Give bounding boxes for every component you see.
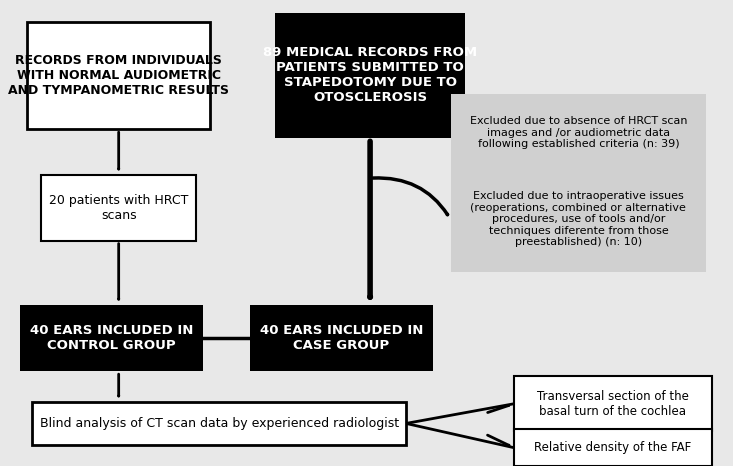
- Text: Transversal section of the
basal turn of the cochlea: Transversal section of the basal turn of…: [537, 390, 689, 418]
- Text: Relative density of the FAF: Relative density of the FAF: [534, 441, 691, 454]
- Text: 40 EARS INCLUDED IN
CASE GROUP: 40 EARS INCLUDED IN CASE GROUP: [259, 324, 423, 352]
- Text: Excluded due to intraoperative issues
(reoperations, combined or alternative
pro: Excluded due to intraoperative issues (r…: [471, 191, 686, 247]
- FancyBboxPatch shape: [250, 305, 433, 371]
- FancyBboxPatch shape: [275, 13, 465, 138]
- FancyBboxPatch shape: [27, 22, 210, 129]
- Text: 89 MEDICAL RECORDS FROM
PATIENTS SUBMITTED TO
STAPEDOTOMY DUE TO
OTOSCLEROSIS: 89 MEDICAL RECORDS FROM PATIENTS SUBMITT…: [263, 47, 477, 104]
- FancyBboxPatch shape: [451, 167, 706, 272]
- FancyBboxPatch shape: [20, 305, 203, 371]
- FancyBboxPatch shape: [514, 377, 712, 431]
- Text: Excluded due to absence of HRCT scan
images and /or audiometric data
following e: Excluded due to absence of HRCT scan ima…: [470, 116, 687, 149]
- Text: 40 EARS INCLUDED IN
CONTROL GROUP: 40 EARS INCLUDED IN CONTROL GROUP: [30, 324, 194, 352]
- FancyBboxPatch shape: [514, 429, 712, 466]
- FancyBboxPatch shape: [32, 402, 406, 445]
- Text: RECORDS FROM INDIVIDUALS
WITH NORMAL AUDIOMETRIC
AND TYMPANOMETRIC RESULTS: RECORDS FROM INDIVIDUALS WITH NORMAL AUD…: [8, 54, 229, 97]
- FancyBboxPatch shape: [451, 94, 706, 171]
- Text: 20 patients with HRCT
scans: 20 patients with HRCT scans: [49, 194, 188, 222]
- Text: Blind analysis of CT scan data by experienced radiologist: Blind analysis of CT scan data by experi…: [40, 417, 399, 430]
- FancyBboxPatch shape: [42, 175, 196, 241]
